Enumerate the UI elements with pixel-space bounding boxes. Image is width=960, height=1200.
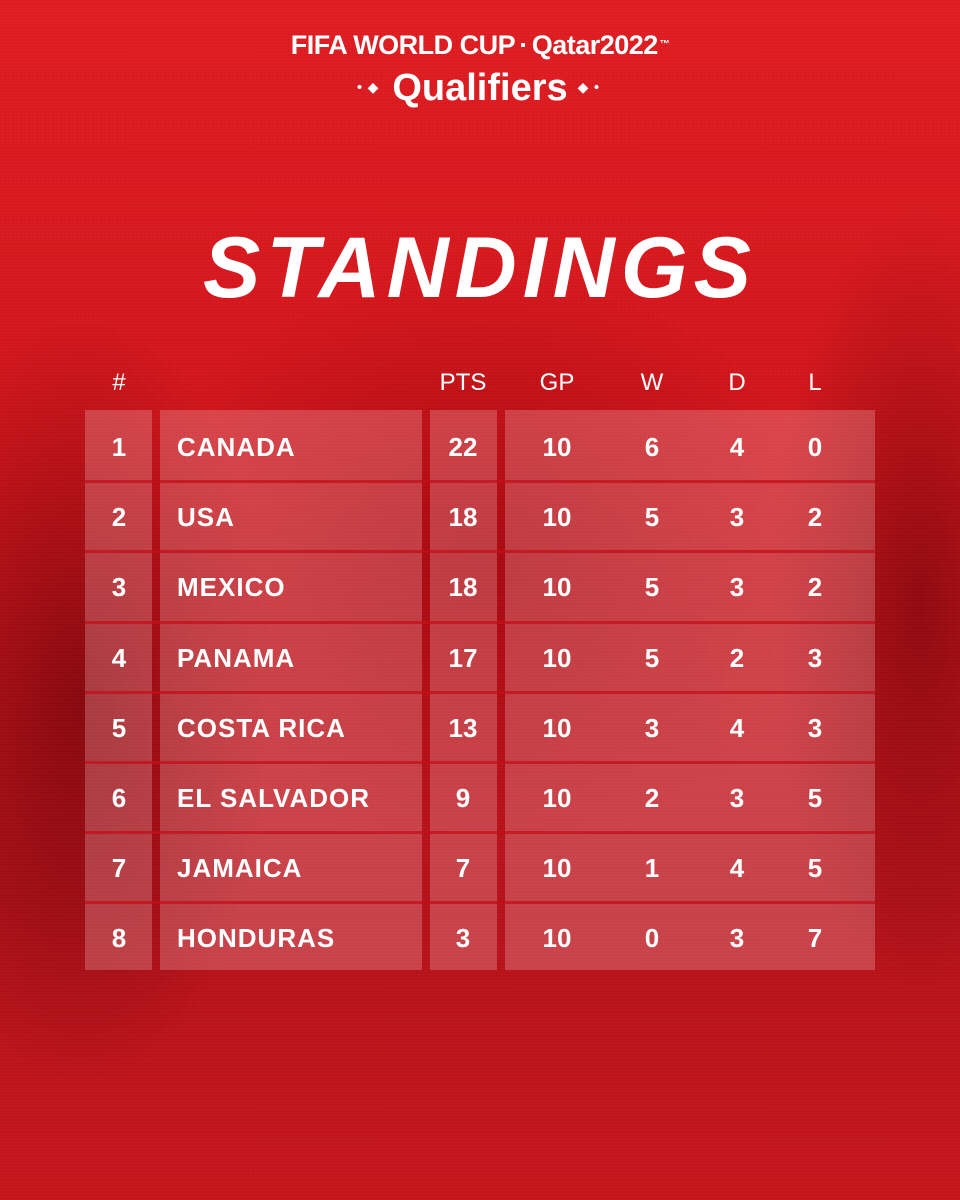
page-title: STANDINGS <box>202 220 758 316</box>
edition-name: Qatar2022 <box>531 30 659 60</box>
team-name-cell: CANADA <box>177 432 296 462</box>
wins-cell: 5 <box>644 502 660 533</box>
draws-cell: 2 <box>729 642 745 673</box>
team-name-cell: HONDURAS <box>177 923 336 954</box>
subtitle-line: •◆ Qualifiers ◆• <box>0 66 960 110</box>
losses-cell: 3 <box>807 642 823 673</box>
brand-name: FIFA WORLD CUP <box>290 30 516 60</box>
row-divider <box>85 550 875 554</box>
gp-cell: 10 <box>542 642 572 673</box>
wins-cell: 6 <box>644 432 660 462</box>
wins-cell: 5 <box>644 572 660 603</box>
draws-cell: 4 <box>729 432 745 462</box>
rank-cell: 2 <box>111 502 127 533</box>
row-divider <box>85 901 875 905</box>
losses-cell: 3 <box>807 712 823 743</box>
draws-cell: 3 <box>729 502 745 533</box>
subtitle: Qualifiers <box>392 67 568 109</box>
pts-cell: 18 <box>448 502 478 533</box>
column-header-rank: # <box>112 369 126 396</box>
column-header-pts: PTS <box>439 369 487 396</box>
pts-cell: 13 <box>448 712 478 743</box>
draws-cell: 3 <box>729 923 745 954</box>
decoration-left-icon: •◆ <box>355 80 383 96</box>
losses-cell: 5 <box>807 853 823 884</box>
pts-cell: 3 <box>455 923 471 954</box>
column-header-w: W <box>640 369 664 396</box>
team-name-cell: PANAMA <box>177 642 296 673</box>
rank-cell: 6 <box>111 783 127 813</box>
pts-cell: 17 <box>448 642 478 673</box>
wins-cell: 3 <box>644 712 660 743</box>
losses-cell: 0 <box>807 432 823 462</box>
brand-line: FIFA WORLD CUP · Qatar2022 ™ <box>0 28 960 62</box>
wins-cell: 2 <box>644 783 660 813</box>
row-divider <box>85 480 875 484</box>
pts-cell: 7 <box>455 853 471 884</box>
column-header-d: D <box>728 369 746 396</box>
draws-cell: 3 <box>729 572 745 603</box>
wins-cell: 1 <box>644 853 660 884</box>
pts-cell: 18 <box>448 572 478 603</box>
rank-cell: 1 <box>111 432 127 462</box>
rank-cell: 8 <box>111 923 127 954</box>
header: FIFA WORLD CUP · Qatar2022 ™ •◆ Qualifiers … <box>0 28 960 110</box>
draws-cell: 4 <box>729 712 745 743</box>
losses-cell: 5 <box>807 783 823 813</box>
draws-cell: 4 <box>729 853 745 884</box>
column-header-l: L <box>808 369 822 396</box>
wins-cell: 0 <box>644 923 660 954</box>
team-name-cell: JAMAICA <box>177 853 303 884</box>
team-name-cell: COSTA RICA <box>177 712 346 743</box>
pts-column-block <box>430 410 497 970</box>
separator-dot: · <box>519 30 528 60</box>
losses-cell: 7 <box>807 923 823 954</box>
team-name-cell: USA <box>177 502 235 533</box>
gp-cell: 10 <box>542 572 572 603</box>
gp-cell: 10 <box>542 853 572 884</box>
losses-cell: 2 <box>807 572 823 603</box>
row-divider <box>85 831 875 835</box>
team-column-block <box>160 410 422 970</box>
stats-column-block <box>505 410 875 970</box>
trademark: ™ <box>659 39 670 50</box>
rank-cell: 7 <box>111 853 127 884</box>
column-header-gp: GP <box>539 369 575 396</box>
gp-cell: 10 <box>542 432 572 462</box>
rank-cell: 5 <box>111 712 127 743</box>
team-name-cell: MEXICO <box>177 572 286 603</box>
decoration-right-icon: ◆• <box>577 80 605 96</box>
rank-column-block <box>85 410 152 970</box>
row-divider <box>85 690 875 694</box>
gp-cell: 10 <box>542 923 572 954</box>
wins-cell: 5 <box>644 642 660 673</box>
row-divider <box>85 761 875 764</box>
rank-cell: 3 <box>111 572 127 603</box>
gp-cell: 10 <box>542 712 572 743</box>
gp-cell: 10 <box>542 783 572 813</box>
row-divider <box>85 620 875 624</box>
team-name-cell: EL SALVADOR <box>177 783 371 813</box>
pts-cell: 22 <box>448 432 478 462</box>
pts-cell: 9 <box>455 783 471 813</box>
gp-cell: 10 <box>542 502 572 533</box>
losses-cell: 2 <box>807 502 823 533</box>
draws-cell: 3 <box>729 783 745 813</box>
rank-cell: 4 <box>111 642 127 673</box>
